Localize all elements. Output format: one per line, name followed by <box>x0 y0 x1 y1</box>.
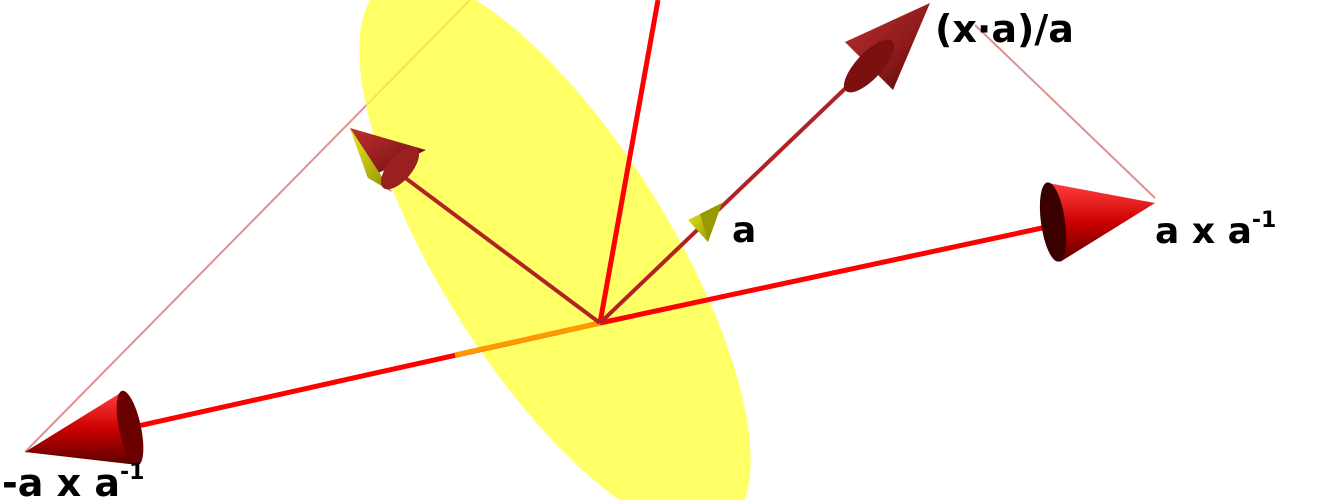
vector-projection <box>598 58 877 325</box>
label-cross-main-base: a x a <box>1155 211 1252 252</box>
cone-a-tip <box>688 203 722 242</box>
label-cross-neg-base: -a x a <box>2 461 120 500</box>
label-projection: (x·a)/a <box>935 7 1074 51</box>
label-cross-main: a x a-1 <box>1155 208 1276 252</box>
label-cross-main-exponent: -1 <box>1252 208 1276 233</box>
plane-ellipse <box>359 0 751 500</box>
vector-plane-overlap <box>454 320 601 358</box>
cone-cross-main-tip <box>1039 182 1155 262</box>
label-cross-neg: -a x a-1 <box>2 460 144 500</box>
label-a: a <box>732 210 756 251</box>
label-cross-neg-exponent: -1 <box>120 460 144 485</box>
cone-cross-neg-tip <box>25 390 144 466</box>
cone-upper-left-tip <box>350 128 426 192</box>
cone-projection-tip <box>843 3 930 93</box>
vector-up <box>597 0 661 324</box>
vector-upper-left <box>390 166 602 325</box>
guide-line-right <box>974 24 1156 199</box>
vector-cross-main <box>599 219 1071 326</box>
